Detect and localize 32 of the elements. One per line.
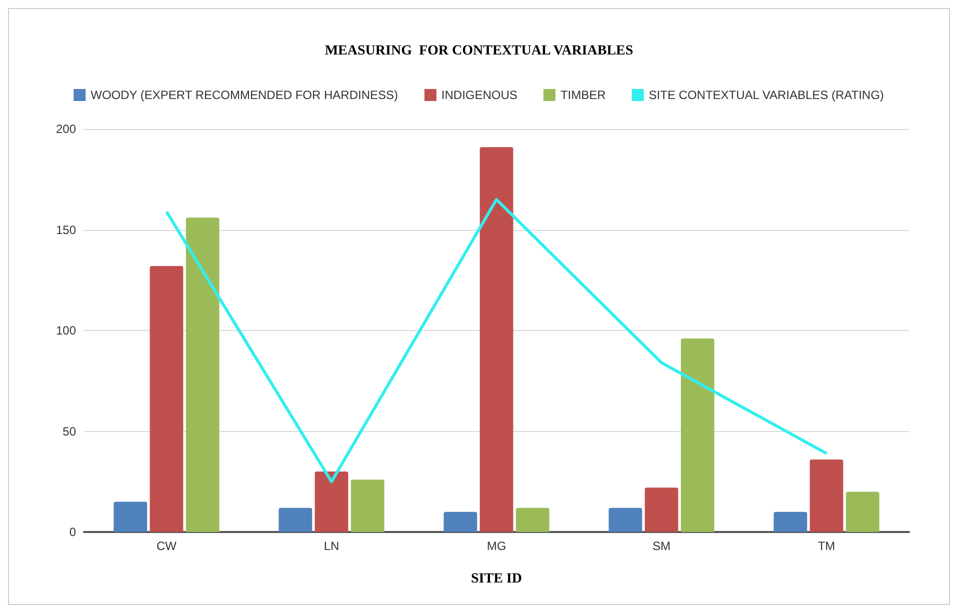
x-tick-label: MG <box>486 539 506 553</box>
x-axis-title: SITE ID <box>471 572 522 586</box>
bar <box>680 338 714 532</box>
bar <box>114 502 148 532</box>
bar <box>644 488 678 532</box>
y-tick-label: 100 <box>56 324 76 338</box>
y-tick-label: 0 <box>69 525 76 539</box>
line-series <box>165 198 828 484</box>
bar <box>774 512 808 532</box>
bar <box>150 266 184 532</box>
x-tick-label: TM <box>818 539 836 553</box>
x-tick-label: LN <box>324 539 340 553</box>
bar <box>444 512 478 532</box>
bar <box>186 218 220 532</box>
y-tick-label: 50 <box>62 424 76 438</box>
y-tick-label: 200 <box>56 122 76 136</box>
x-tick-label: CW <box>156 539 178 553</box>
legend-label: TIMBER <box>560 88 606 102</box>
bar <box>278 508 312 532</box>
bar <box>314 472 348 532</box>
bar <box>810 459 844 532</box>
bar <box>846 492 880 532</box>
bar <box>608 508 642 532</box>
y-tick-label: 150 <box>56 222 76 237</box>
legend-label: WOODY (EXPERT RECOMMENDED FOR HARDINESS) <box>90 88 398 102</box>
bar <box>480 147 514 532</box>
legend-label: INDIGENOUS <box>441 88 518 102</box>
legend-label: SITE CONTEXTUAL VARIABLES (RATING) <box>648 88 884 102</box>
bar <box>350 480 384 532</box>
bar <box>516 508 550 532</box>
chart-title: MEASURING FOR CONTEXTUAL VARIABLES <box>324 44 634 58</box>
x-tick-label: SM <box>652 539 671 553</box>
